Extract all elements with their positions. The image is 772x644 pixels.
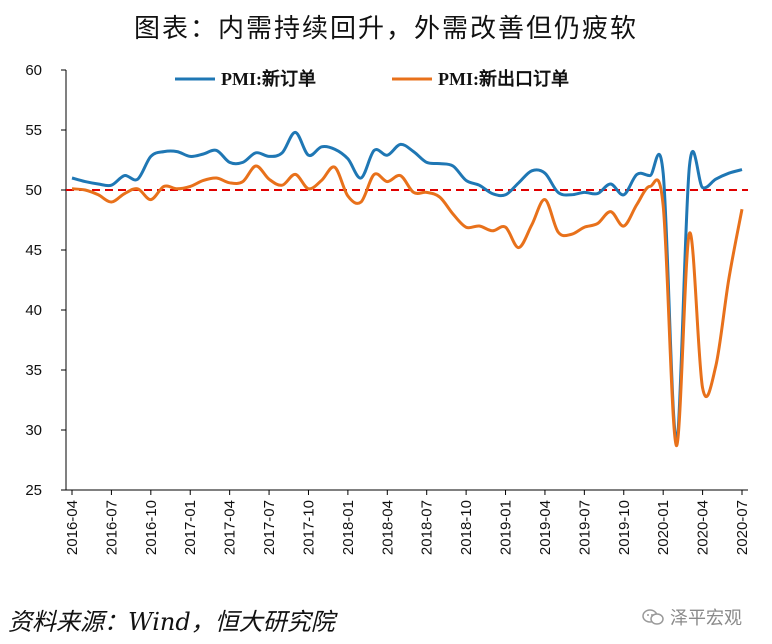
x-tick-label: 2019-04 — [537, 500, 554, 555]
x-tick-label: 2017-07 — [261, 500, 278, 555]
series-line-new-orders — [71, 130, 743, 440]
x-tick-label: 2020-01 — [655, 500, 672, 555]
y-tick-label: 40 — [25, 302, 42, 319]
x-tick-label: 2019-07 — [576, 500, 593, 555]
series-line-new-export-orders — [71, 164, 744, 448]
x-tick-label: 2020-04 — [695, 500, 712, 555]
x-tick-label: 2016-07 — [103, 500, 120, 555]
y-tick-label: 50 — [25, 182, 42, 199]
series-lines — [71, 130, 744, 448]
y-tick-label: 55 — [25, 122, 42, 139]
y-tick-label: 45 — [25, 242, 42, 259]
y-tick-label: 35 — [25, 362, 42, 379]
x-tick-label: 2017-01 — [182, 500, 199, 555]
x-tick-label: 2016-10 — [143, 500, 160, 555]
y-tick-label: 60 — [25, 62, 42, 79]
x-tick-label: 2018-10 — [458, 500, 475, 555]
y-tick-label: 25 — [25, 482, 42, 499]
axes: 25 30 35 40 45 50 55 60 2016-04 2016-07 2016-10 201… — [25, 62, 751, 555]
legend-label: PMI:新出口订单 — [438, 68, 569, 89]
watermark: 泽平宏观 — [642, 604, 742, 630]
x-tick-label: 2018-04 — [379, 500, 396, 555]
x-tick-label: 2019-10 — [616, 500, 633, 555]
x-tick-label: 2017-04 — [222, 500, 239, 555]
y-tick-label: 30 — [25, 422, 42, 439]
x-tick-label: 2019-01 — [498, 500, 515, 555]
legend-label: PMI:新订单 — [221, 68, 316, 89]
source-note: 资料来源：Wind，恒大研究院 — [8, 608, 335, 636]
x-tick-label: 2017-10 — [300, 500, 317, 555]
x-tick-label: 2018-01 — [340, 500, 357, 555]
legend: PMI:新订单 PMI:新出口订单 — [175, 68, 569, 89]
x-tick-label: 2018-07 — [419, 500, 436, 555]
wechat-icon — [642, 609, 664, 625]
x-tick-label: 2020-07 — [734, 500, 751, 555]
watermark-text: 泽平宏观 — [670, 608, 742, 629]
x-tick-label: 2016-04 — [64, 500, 81, 555]
page-title: 图表：内需持续回升，外需改善但仍疲软 — [133, 14, 638, 44]
